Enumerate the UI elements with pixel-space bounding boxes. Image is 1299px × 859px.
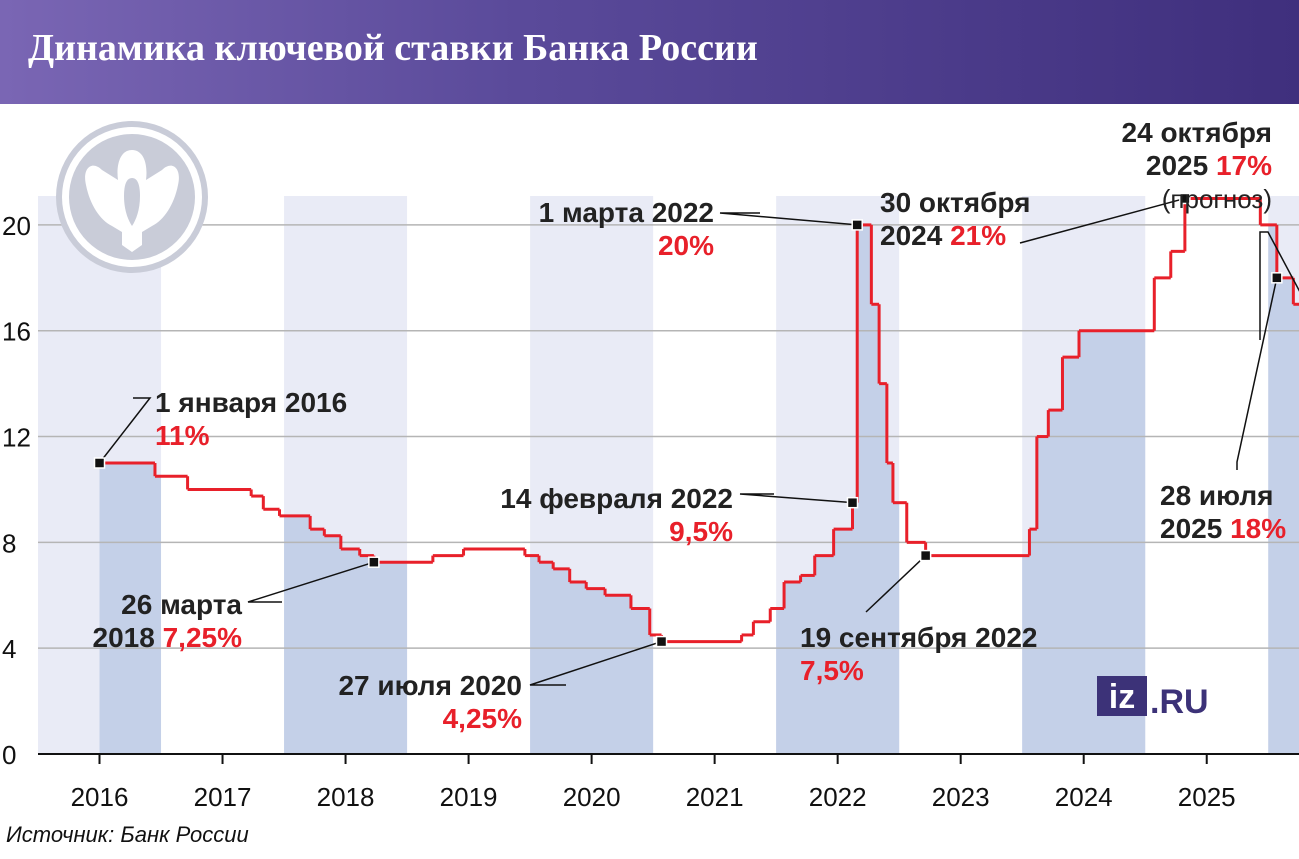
annotation-date: 2025 18%	[1160, 513, 1286, 544]
x-tick-label: 2023	[932, 782, 990, 812]
annotation-date: 27 июля 2020	[338, 670, 522, 701]
x-tick-label: 2025	[1178, 782, 1236, 812]
annotation-rate: 9,5%	[669, 516, 733, 547]
annotation-leader	[1236, 277, 1278, 470]
annotation-marker	[919, 549, 932, 562]
annotation-marker	[846, 496, 859, 509]
annotation-marker	[655, 635, 668, 648]
annotation-date: 1 января 2016	[155, 387, 347, 418]
band-area	[1268, 224, 1299, 755]
annotation-marker	[368, 556, 380, 568]
annotation-leader	[1019, 197, 1186, 244]
annotation-date: 28 июля	[1160, 480, 1273, 511]
band-area	[530, 555, 654, 754]
y-tick-label: 12	[2, 423, 31, 453]
header-bar: Динамика ключевой ставки Банка России	[0, 0, 1299, 104]
x-tick-label: 2018	[317, 782, 375, 812]
iz-ru-logo: iz .RU	[1097, 676, 1209, 721]
annotation-marker	[1179, 192, 1191, 205]
annotation-date: 2024 21%	[880, 220, 1006, 251]
axis-labels: 0 4 8 12 16 20 2016 2017 2018 2019 2020 2021 2022 202…	[2, 211, 1299, 812]
rate-line	[99, 196, 1299, 644]
year-bands	[38, 196, 1299, 755]
annotation-date: 2018 7,25%	[93, 622, 243, 653]
annotation-date: 2025 17%	[1146, 150, 1272, 181]
annotation-leader	[247, 561, 375, 603]
band-area	[776, 224, 900, 755]
x-tick-label: 2024	[1055, 782, 1113, 812]
annotation-marker	[851, 219, 863, 231]
annotation-leader	[529, 640, 662, 686]
annotation-rate: 7,25%	[163, 622, 242, 653]
logo-iz: iz	[1109, 678, 1135, 716]
band-area	[99, 463, 162, 754]
y-tick-label: 4	[2, 634, 16, 664]
y-tick-label: 20	[2, 211, 31, 241]
annotation-leader	[865, 555, 927, 613]
band-area	[284, 515, 408, 754]
y-tick-label: 16	[2, 317, 31, 347]
annotation-date: 26 марта	[121, 589, 242, 620]
annotation-rate: 4,25%	[443, 703, 522, 734]
y-tick-label: 8	[2, 528, 16, 558]
annotation-leader	[98, 397, 152, 464]
chart-title: Динамика ключевой ставки Банка России	[28, 27, 758, 69]
x-tick-label: 2019	[440, 782, 498, 812]
annotation-marker	[93, 457, 106, 469]
annotation-date: 1 марта 2022	[539, 197, 714, 228]
annotation-date: 14 февраля 2022	[500, 483, 733, 514]
x-tick-label: 2016	[71, 782, 129, 812]
annotation-leader	[1259, 231, 1299, 340]
annotation-rate: 21%	[950, 220, 1006, 251]
annotation-date: 24 октября	[1122, 117, 1272, 148]
annotation-rate: 18%	[1230, 513, 1286, 544]
annotation-rate: 20%	[658, 230, 714, 261]
annotation-date: 19 сентября 2022	[800, 622, 1037, 653]
annotation-rate: 7,5%	[800, 655, 864, 686]
annotation-date: 30 октября	[880, 187, 1030, 218]
x-tick-label: 2020	[563, 782, 621, 812]
x-tick-label: 2021	[686, 782, 744, 812]
annotation-rate: 17%	[1216, 150, 1272, 181]
annotation-leader	[719, 212, 858, 226]
annotation-note: (прогноз)	[1162, 184, 1272, 214]
logo-ru: .RU	[1150, 683, 1209, 721]
source-note: Источник: Банк России	[6, 822, 249, 847]
y-tick-label: 0	[2, 740, 16, 770]
double-headed-eagle-icon	[56, 121, 208, 273]
annotation-marker	[1271, 272, 1283, 284]
annotation-leader	[739, 493, 853, 504]
x-tick-label: 2017	[194, 782, 252, 812]
x-tick-label: 2022	[809, 782, 867, 812]
annotation-rate: 11%	[155, 420, 210, 451]
